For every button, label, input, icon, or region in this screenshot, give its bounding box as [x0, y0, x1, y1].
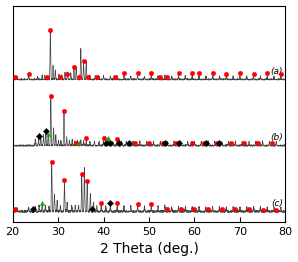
Text: (a): (a)	[271, 67, 283, 76]
Text: (b): (b)	[270, 133, 283, 142]
Text: (c): (c)	[271, 199, 283, 208]
X-axis label: 2 Theta (deg.): 2 Theta (deg.)	[100, 242, 198, 256]
